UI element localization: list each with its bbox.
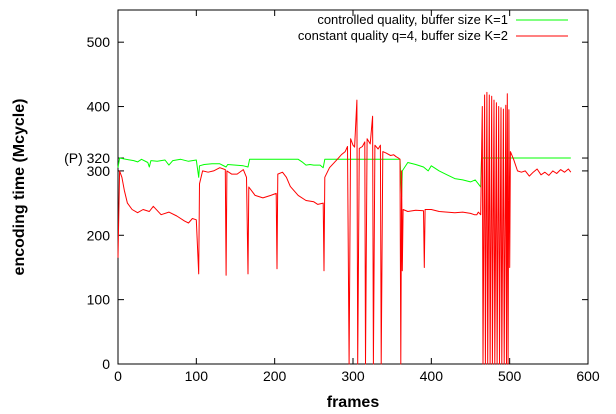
plot-frame (117, 9, 589, 365)
x-tick-label: 200 (263, 368, 287, 384)
legend-label-2: constant quality q=4, buffer size K=2 (298, 28, 508, 43)
x-tick-label: 400 (420, 368, 444, 384)
legend: controlled quality, buffer size K=1const… (298, 12, 568, 43)
y-axis-title: encoding time (Mcycle) (11, 99, 28, 276)
y-tick-label: 500 (87, 34, 111, 50)
x-tick-label: 500 (498, 368, 522, 384)
y-tick-label: 0 (102, 356, 110, 372)
series-line-2 (117, 91, 572, 365)
legend-label-1: controlled quality, buffer size K=1 (317, 12, 508, 27)
y-tick-label: 400 (87, 99, 111, 115)
series-line-1 (117, 157, 571, 198)
ticks: 0 100 200 300 400 500 600 0 100 200 300 400 500 (P) 3… (64, 10, 600, 384)
x-tick-label: 0 (114, 368, 122, 384)
series-layer (117, 91, 572, 365)
y-tick-label: 100 (87, 292, 111, 308)
y-tick-label-p: (P) 320 (64, 150, 110, 166)
y-tick-label: 300 (87, 163, 111, 179)
x-axis-title: frames (327, 394, 380, 411)
y-tick-label: 200 (87, 227, 111, 243)
x-tick-label: 100 (185, 368, 209, 384)
x-tick-label: 600 (576, 368, 600, 384)
x-tick-label: 300 (341, 368, 365, 384)
